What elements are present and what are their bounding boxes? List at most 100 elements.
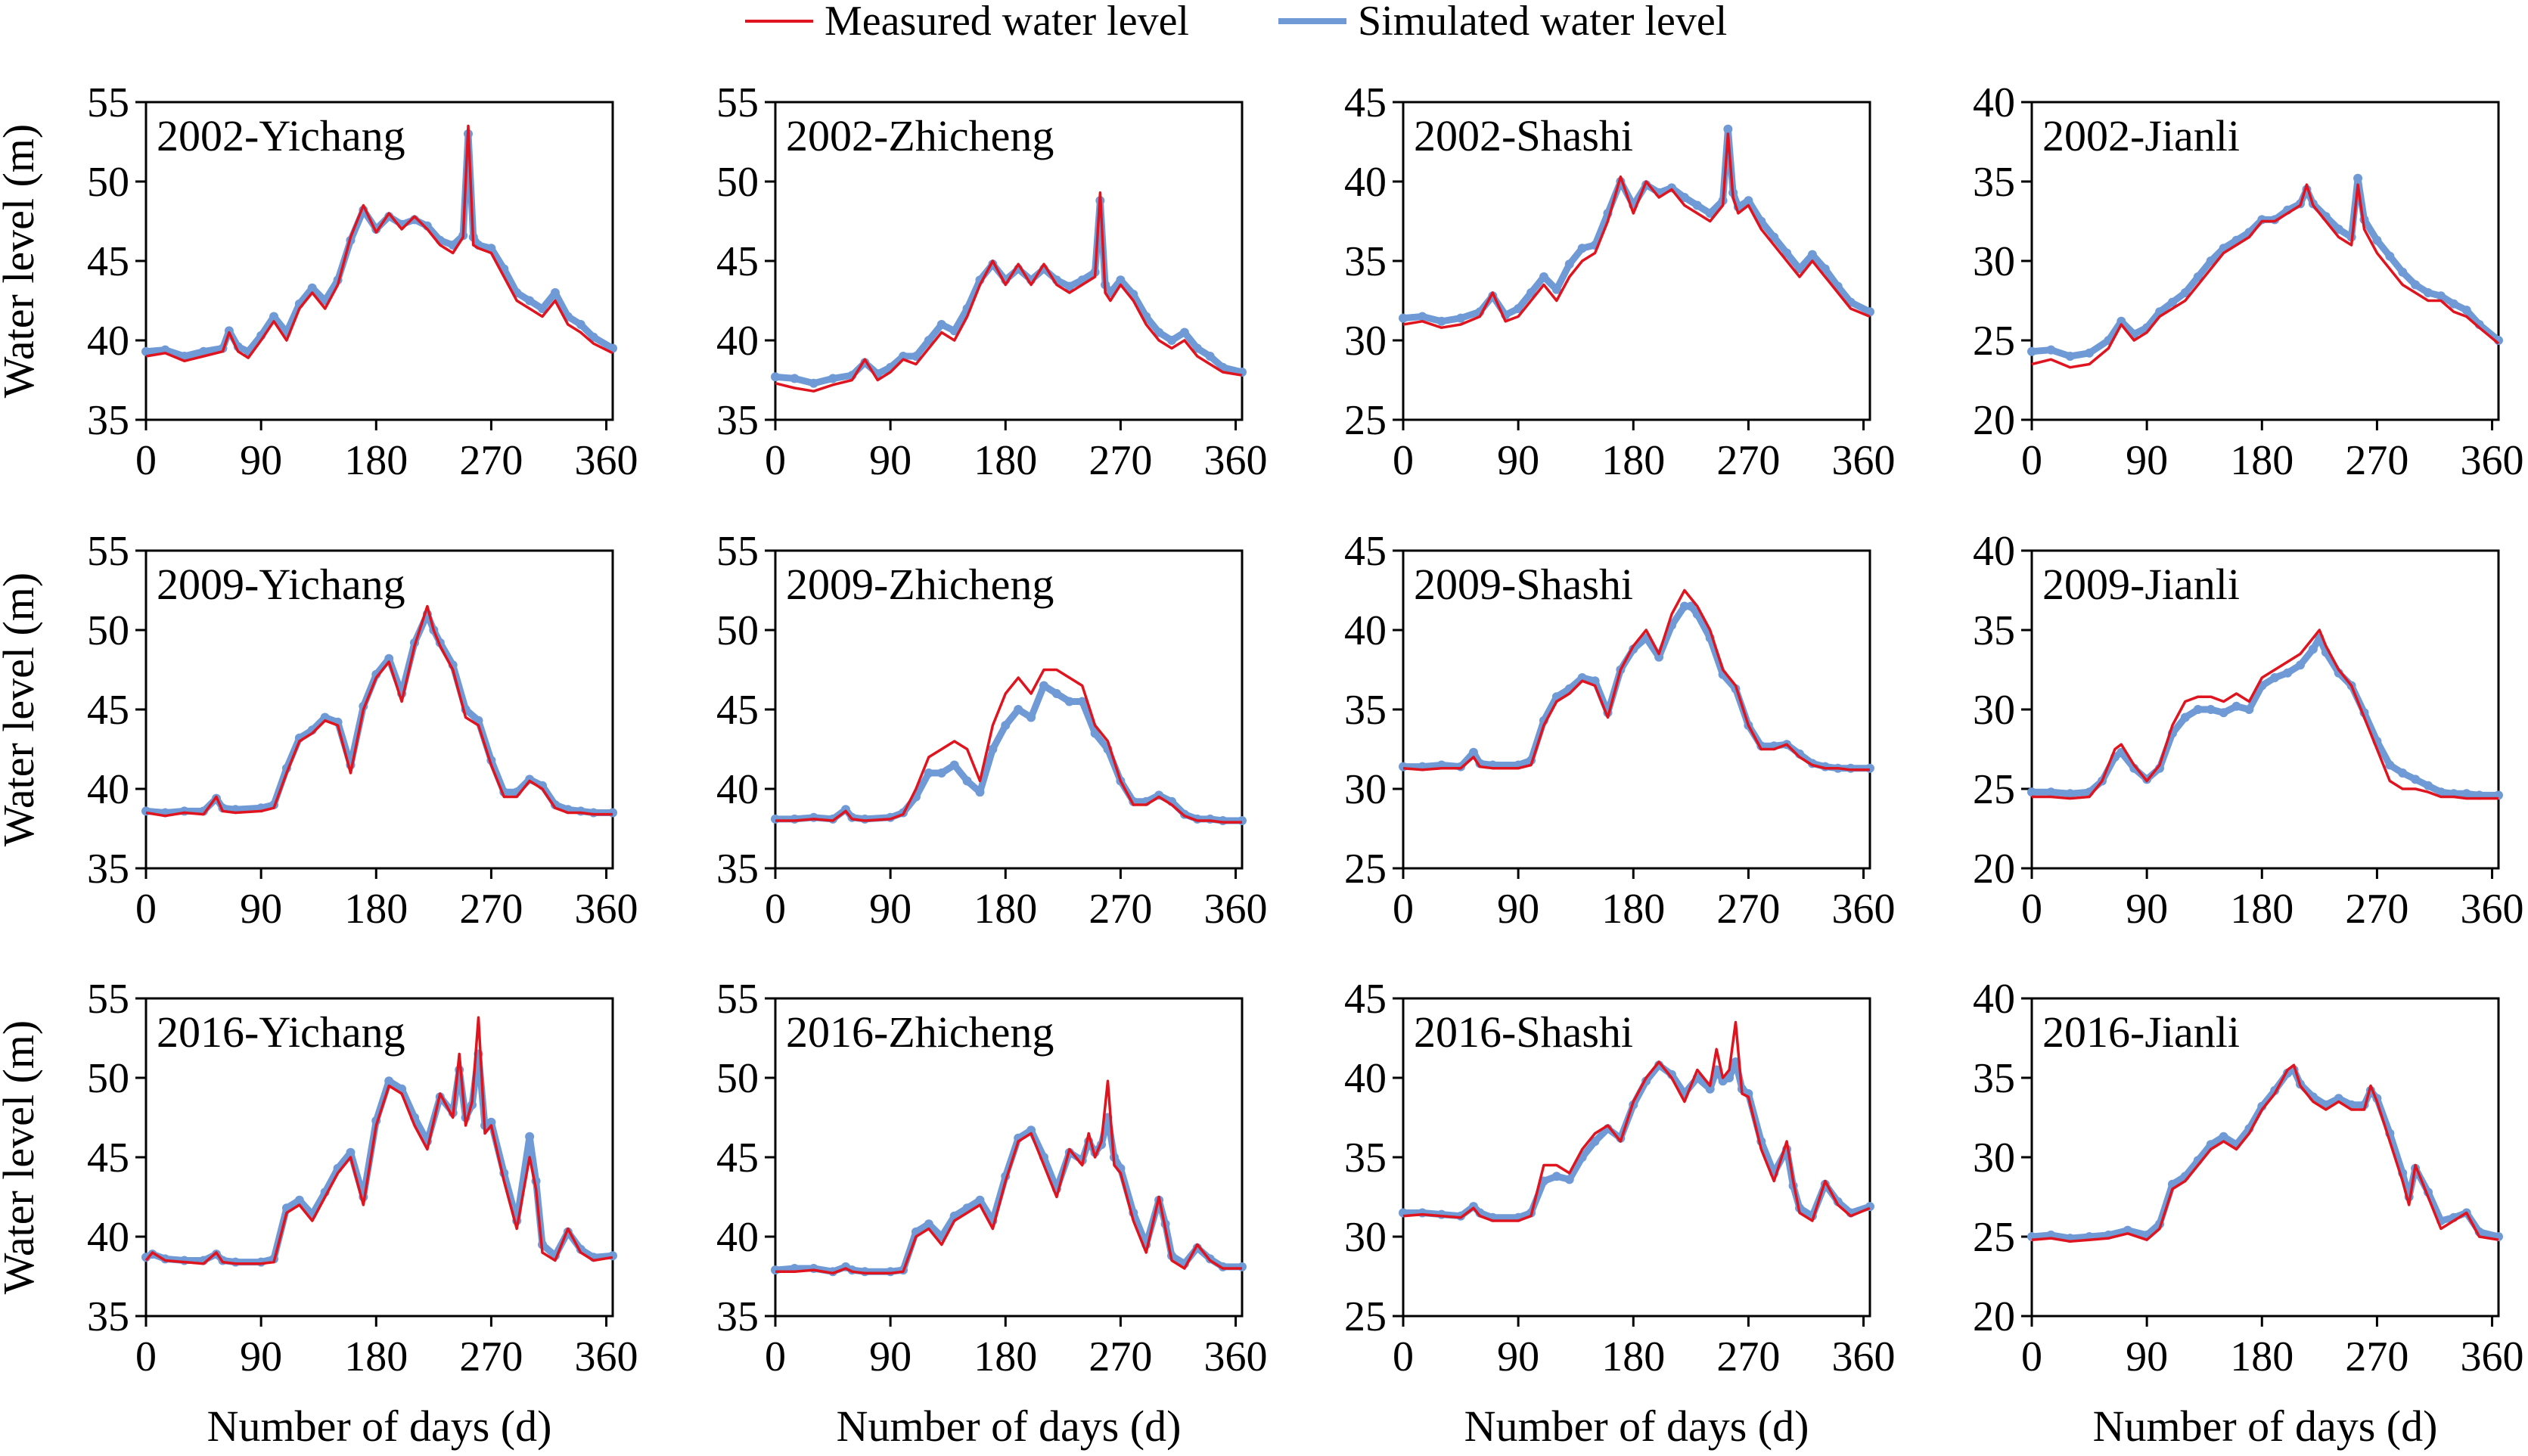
simulated-point [1418, 312, 1427, 321]
y-tick-label: 25 [1344, 1293, 1387, 1340]
simulated-point [2231, 701, 2241, 711]
simulated-point [2295, 660, 2305, 670]
y-axis-label: Water level (m) [0, 1020, 43, 1294]
simulated-point [1769, 232, 1779, 242]
x-tick-label: 270 [1089, 886, 1152, 933]
x-tick-label: 180 [1601, 437, 1665, 484]
simulated-point [1590, 676, 1600, 686]
simulated-point [975, 1195, 985, 1205]
simulated-point [2123, 1225, 2132, 1235]
legend-measured-label: Measured water level [825, 0, 1189, 45]
simulated-point [1692, 200, 1702, 210]
series-measured-line [775, 191, 1243, 393]
simulated-point [1051, 689, 1061, 698]
x-tick-label: 0 [765, 1333, 786, 1380]
series-simulated-line [142, 130, 616, 360]
simulated-point [1782, 248, 1792, 258]
y-tick-label: 55 [716, 528, 759, 575]
simulated-point [2206, 705, 2216, 714]
series-measured-line [2031, 1063, 2499, 1243]
x-tick-label: 270 [459, 886, 523, 933]
x-axis-label: Number of days (d) [207, 1402, 552, 1451]
y-tick-label: 35 [1344, 238, 1387, 285]
simulated-point [1654, 652, 1664, 662]
simulated-point [1590, 1137, 1600, 1146]
simulated-point [2180, 712, 2190, 722]
y-tick-label: 50 [716, 159, 759, 206]
simulated-point [1179, 328, 1189, 337]
simulated-point [1807, 250, 1817, 259]
y-tick-label: 45 [1344, 79, 1387, 126]
simulated-point [975, 787, 985, 797]
simulated-point [988, 744, 998, 754]
simulated-point [2334, 1094, 2343, 1104]
y-tick-label: 45 [1344, 976, 1387, 1023]
x-tick-label: 90 [1497, 886, 1539, 933]
x-tick-label: 270 [1089, 1333, 1152, 1380]
simulated-point [2219, 708, 2228, 718]
y-tick-label: 35 [87, 1293, 129, 1340]
y-tick-label: 40 [1973, 79, 2015, 126]
series-simulated-line [142, 1051, 616, 1266]
y-tick-label: 35 [1344, 1135, 1387, 1181]
simulated-point [486, 244, 496, 253]
simulated-point [2065, 789, 2075, 799]
simulated-point [2385, 251, 2395, 261]
series-measured-line [144, 1016, 613, 1265]
y-tick-label: 45 [1344, 528, 1387, 575]
y-tick-label: 35 [716, 397, 759, 444]
y-tick-label: 30 [1973, 1135, 2015, 1181]
simulated-point [809, 378, 818, 388]
y-tick-label: 45 [716, 687, 759, 734]
panel-title: 2009-Jianli [2042, 560, 2240, 609]
y-tick-label: 35 [1344, 687, 1387, 734]
simulated-point [771, 814, 780, 824]
y-tick-label: 25 [1973, 1214, 2015, 1261]
series-simulated-line [772, 1114, 1246, 1275]
x-tick-label: 180 [974, 437, 1037, 484]
simulated-point [525, 1132, 535, 1141]
y-tick-label: 55 [87, 79, 129, 126]
simulated-point [899, 352, 908, 361]
y-tick-label: 50 [716, 1055, 759, 1102]
x-tick-label: 270 [1716, 437, 1780, 484]
simulated-point [1167, 336, 1177, 345]
simulated-point [1468, 747, 1478, 757]
y-tick-label: 50 [87, 607, 129, 654]
simulated-point [2398, 267, 2408, 277]
x-tick-label: 270 [2345, 1333, 2408, 1380]
simulated-point [1820, 264, 1830, 274]
simulated-point [949, 326, 959, 336]
panel-2016-shashi: 25 30 35 40 45 0 90 180 270 360 2016-Shashi Number … [1344, 976, 1896, 1451]
x-tick-label: 90 [2126, 886, 2168, 933]
series-measured-line [1402, 588, 1870, 771]
x-tick-label: 360 [1832, 886, 1896, 933]
y-axis-label: Water level (m) [0, 124, 43, 398]
simulated-point [224, 326, 234, 336]
simulated-point [911, 352, 921, 361]
y-tick-label: 40 [87, 766, 129, 813]
simulated-point [2219, 1132, 2228, 1141]
series-measured-line [2032, 629, 2498, 800]
x-tick-label: 180 [344, 1333, 408, 1380]
simulated-point [1865, 763, 1874, 773]
simulated-point [2461, 306, 2471, 315]
panel-title: 2002-Jianli [2042, 111, 2240, 160]
y-tick-label: 25 [1344, 846, 1387, 893]
y-tick-label: 25 [1344, 397, 1387, 444]
simulated-point [307, 283, 317, 293]
panel-title: 2002-Yichang [157, 111, 405, 160]
panel-title: 2016-Jianli [2042, 1007, 2240, 1057]
x-axis-label: Number of days (d) [837, 1402, 1182, 1451]
simulated-point [2244, 705, 2254, 714]
series-simulated-line [1399, 1058, 1874, 1222]
simulated-point [294, 1195, 304, 1205]
simulated-point [1705, 209, 1715, 218]
panel-title: 2009-Shashi [1414, 560, 1633, 609]
x-axis-label: Number of days (d) [2093, 1402, 2438, 1451]
y-tick-label: 55 [87, 528, 129, 575]
panel-2009-yichang: 35 40 45 50 55 0 90 180 270 360 2009-Yichang Water … [0, 528, 638, 933]
x-tick-label: 270 [2345, 437, 2408, 484]
panel-2002-jianli: 20 25 30 35 40 0 90 180 270 360 2002-Jianli [1973, 79, 2524, 484]
x-tick-label: 90 [869, 1333, 912, 1380]
